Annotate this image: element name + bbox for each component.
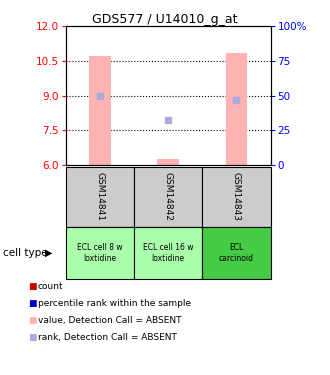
Bar <box>202 227 271 279</box>
Text: ECL cell 8 w
loxtidine: ECL cell 8 w loxtidine <box>77 243 123 263</box>
Text: GSM14843: GSM14843 <box>232 172 241 221</box>
Text: cell type: cell type <box>3 248 48 258</box>
Text: percentile rank within the sample: percentile rank within the sample <box>38 299 191 308</box>
Bar <box>134 167 202 227</box>
Text: ■: ■ <box>28 316 37 325</box>
Text: ▶: ▶ <box>45 248 52 258</box>
Text: GDS577 / U14010_g_at: GDS577 / U14010_g_at <box>92 13 238 26</box>
Bar <box>134 227 202 279</box>
Bar <box>202 167 271 227</box>
Bar <box>66 167 134 227</box>
Text: GSM14842: GSM14842 <box>164 172 173 221</box>
Text: ECL cell 16 w
loxtidine: ECL cell 16 w loxtidine <box>143 243 194 263</box>
Text: ECL
carcinoid: ECL carcinoid <box>219 243 254 263</box>
Text: ■: ■ <box>28 299 37 308</box>
Text: ■: ■ <box>28 333 37 342</box>
Bar <box>89 56 111 165</box>
Text: ■: ■ <box>28 282 37 291</box>
Text: GSM14841: GSM14841 <box>96 172 105 221</box>
Text: rank, Detection Call = ABSENT: rank, Detection Call = ABSENT <box>38 333 177 342</box>
Text: value, Detection Call = ABSENT: value, Detection Call = ABSENT <box>38 316 182 325</box>
Bar <box>226 53 248 165</box>
Bar <box>157 159 179 165</box>
Bar <box>66 227 134 279</box>
Text: count: count <box>38 282 64 291</box>
